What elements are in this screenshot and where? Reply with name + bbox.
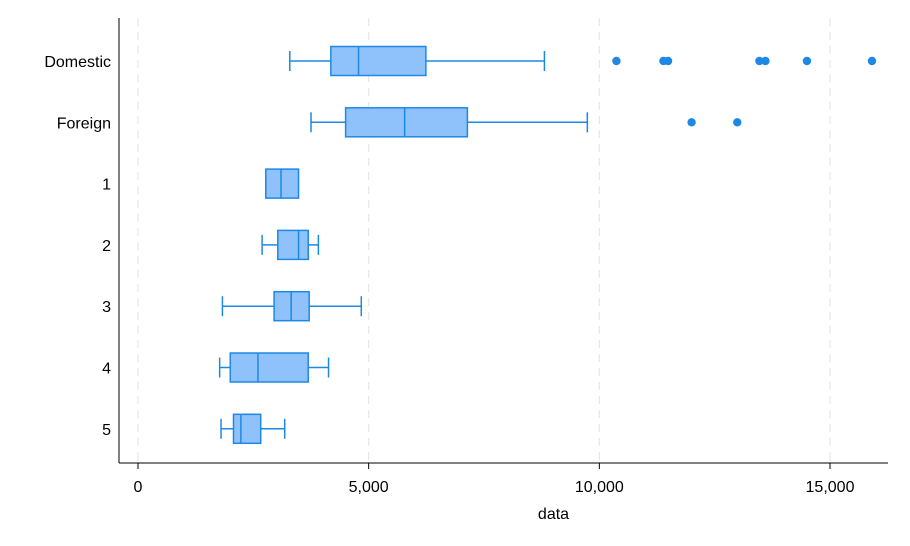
x-axis-title: data: [538, 506, 569, 523]
outlier-point: [755, 56, 764, 66]
category-label: Domestic: [44, 54, 111, 71]
iqr-box: [330, 45, 427, 77]
outlier-point: [612, 56, 621, 66]
outlier-point: [733, 118, 742, 127]
box-foreign: [310, 107, 742, 138]
outlier-point: [663, 56, 673, 66]
grid-lines: [137, 18, 831, 469]
category-label: Foreign: [57, 115, 111, 132]
outlier-point: [802, 56, 812, 66]
outlier-point: [867, 56, 877, 66]
box-domestic: [289, 45, 877, 77]
iqr-box: [344, 107, 469, 138]
iqr-box: [277, 229, 309, 261]
category-label: 5: [102, 422, 111, 439]
box-3: [221, 290, 363, 322]
box-5: [220, 413, 286, 445]
x-tick-label: 10,000: [575, 479, 624, 496]
iqr-box: [232, 413, 262, 445]
outlier-point: [687, 118, 696, 127]
iqr-box: [265, 168, 300, 199]
category-label: 2: [102, 238, 111, 255]
outlier-point: [761, 56, 770, 66]
box-2: [261, 229, 320, 261]
axes: [118, 18, 888, 464]
box-1: [265, 168, 300, 199]
x-tick-label: 5,000: [349, 479, 389, 496]
box-series: [218, 45, 877, 445]
category-label: 1: [102, 177, 111, 194]
box-4: [218, 352, 330, 383]
category-label: 3: [102, 299, 111, 316]
x-tick-label: 15,000: [806, 479, 855, 496]
iqr-box: [229, 352, 309, 383]
category-label: 4: [102, 361, 111, 378]
x-tick-label: 0: [134, 479, 143, 496]
axis-labels: data 0 5,000 10,000 15,000 Domestic Foreign 1 2…: [44, 54, 854, 523]
